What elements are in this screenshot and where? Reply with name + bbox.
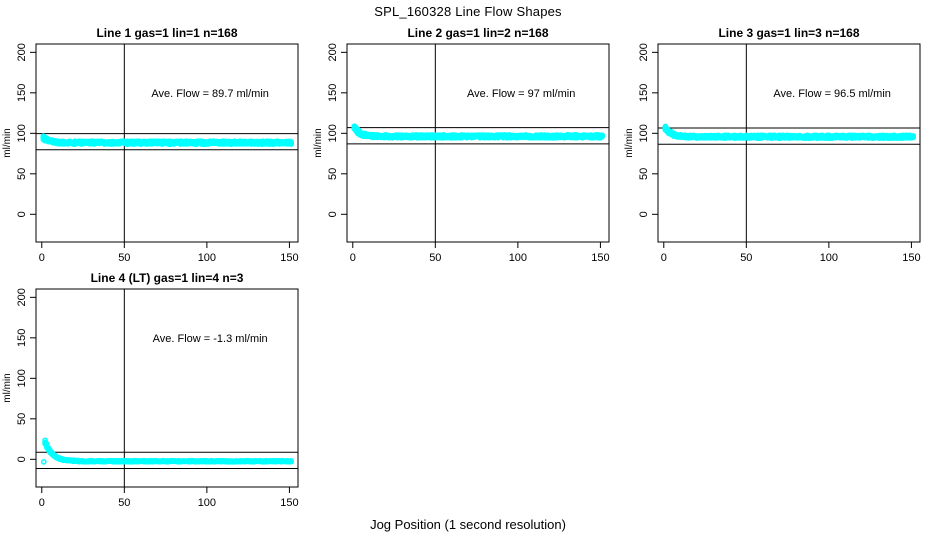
svg-text:Line 3 gas=1 lin=3 n=168: Line 3 gas=1 lin=3 n=168: [718, 26, 859, 40]
panel-3: 0 50 100 150 0 50 100 150 200 ml/min Line 3 gas=1 …: [624, 26, 921, 264]
svg-text:Line 1 gas=1 lin=1 n=168: Line 1 gas=1 lin=1 n=168: [96, 26, 237, 40]
svg-text:Ave. Flow = 89.7 ml/min: Ave. Flow = 89.7 ml/min: [151, 88, 268, 100]
svg-text:200: 200: [16, 43, 28, 61]
svg-text:ml/min: ml/min: [2, 128, 13, 157]
panel-1: 0 50 100 150 0 50 100 150 200 ml/min Line 1 gas=1 …: [2, 26, 299, 264]
plot-box: [35, 288, 299, 488]
svg-text:ml/min: ml/min: [313, 128, 324, 157]
svg-text:150: 150: [327, 84, 339, 102]
svg-text:200: 200: [327, 43, 339, 61]
svg-text:0: 0: [39, 252, 45, 264]
svg-text:Ave. Flow = 96.5 ml/min: Ave. Flow = 96.5 ml/min: [773, 88, 890, 100]
svg-text:150: 150: [638, 84, 650, 102]
svg-text:Ave. Flow = 97 ml/min: Ave. Flow = 97 ml/min: [467, 88, 575, 100]
svg-text:200: 200: [638, 43, 650, 61]
svg-text:100: 100: [16, 124, 28, 142]
data-point: [910, 134, 916, 141]
svg-text:150: 150: [16, 329, 28, 347]
svg-text:100: 100: [820, 252, 838, 264]
svg-text:50: 50: [638, 168, 650, 180]
panel-4: 0 50 100 150 0 50 100 150 200 ml/min Line 4 (LT) g…: [2, 271, 299, 509]
svg-text:0: 0: [16, 211, 28, 217]
svg-text:150: 150: [280, 497, 298, 509]
svg-text:0: 0: [16, 456, 28, 462]
data-point: [288, 140, 294, 147]
svg-text:0: 0: [327, 211, 339, 217]
svg-text:ml/min: ml/min: [624, 128, 635, 157]
svg-text:150: 150: [591, 252, 609, 264]
svg-text:200: 200: [16, 288, 28, 306]
svg-text:100: 100: [509, 252, 527, 264]
data-point: [599, 132, 605, 139]
svg-text:100: 100: [198, 497, 216, 509]
plot-box: [346, 43, 610, 243]
x-axis-label: Jog Position (1 second resolution): [370, 517, 566, 532]
page-title: SPL_160328 Line Flow Shapes: [374, 4, 562, 19]
svg-text:50: 50: [118, 497, 130, 509]
svg-text:150: 150: [902, 252, 920, 264]
plot-box: [35, 43, 299, 243]
svg-text:0: 0: [638, 211, 650, 217]
svg-text:Line 4 (LT) gas=1 lin=4 n=3: Line 4 (LT) gas=1 lin=4 n=3: [91, 271, 244, 285]
svg-text:50: 50: [740, 252, 752, 264]
svg-text:Ave. Flow = -1.3 ml/min: Ave. Flow = -1.3 ml/min: [153, 333, 268, 345]
svg-text:50: 50: [118, 252, 130, 264]
svg-text:ml/min: ml/min: [2, 373, 13, 402]
data-points: [40, 437, 294, 465]
data-points: [351, 123, 605, 141]
data-points: [40, 133, 294, 147]
svg-text:100: 100: [638, 124, 650, 142]
svg-text:50: 50: [327, 168, 339, 180]
svg-text:50: 50: [429, 252, 441, 264]
svg-text:Line 2 gas=1 lin=2 n=168: Line 2 gas=1 lin=2 n=168: [407, 26, 548, 40]
svg-text:100: 100: [16, 369, 28, 387]
panel-2: 0 50 100 150 0 50 100 150 200 ml/min Line 2 gas=1 …: [313, 26, 610, 264]
outlier-point: [40, 459, 47, 465]
svg-text:100: 100: [327, 124, 339, 142]
data-point: [288, 458, 294, 465]
svg-text:150: 150: [280, 252, 298, 264]
svg-text:150: 150: [16, 84, 28, 102]
svg-text:0: 0: [350, 252, 356, 264]
svg-text:0: 0: [661, 252, 667, 264]
svg-text:100: 100: [198, 252, 216, 264]
data-points: [662, 123, 916, 142]
svg-text:50: 50: [16, 413, 28, 425]
plot-box: [657, 43, 921, 243]
svg-text:0: 0: [39, 497, 45, 509]
svg-text:50: 50: [16, 168, 28, 180]
